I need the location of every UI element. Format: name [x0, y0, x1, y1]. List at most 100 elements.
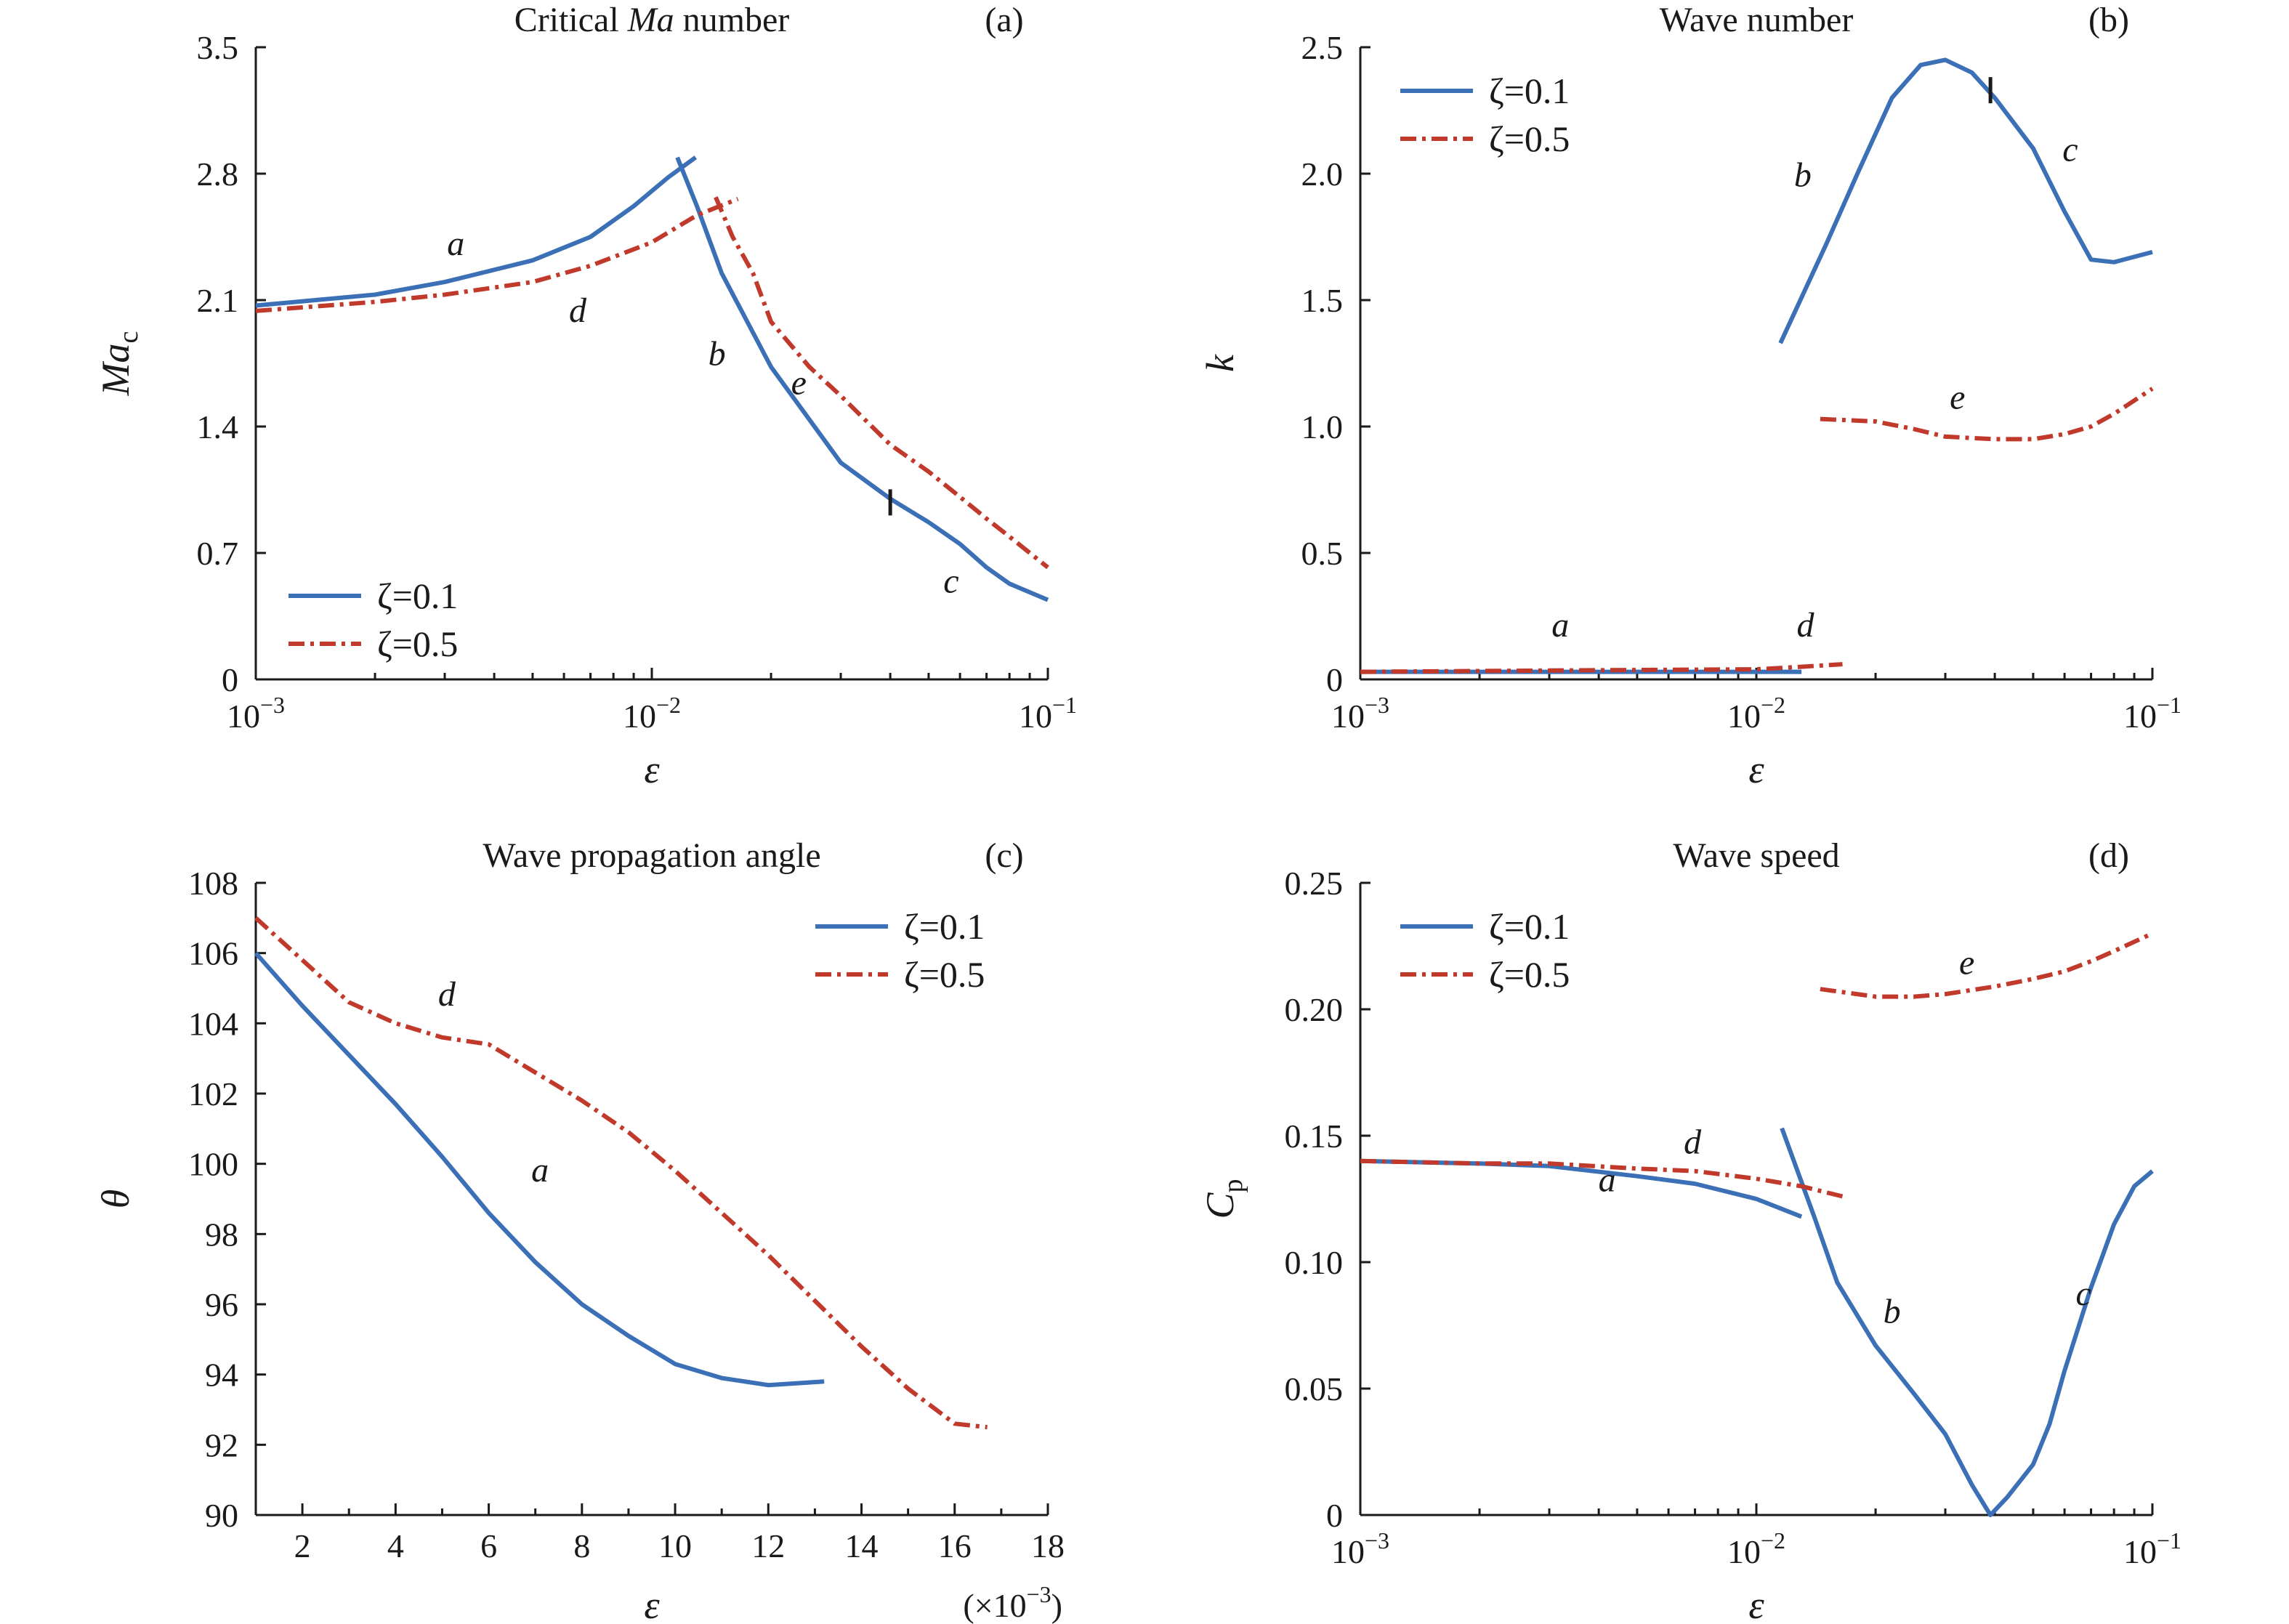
chart-title: Wave speed [1673, 836, 1839, 875]
x-axis-label: ε [644, 748, 660, 791]
y-tick-label: 0.10 [1285, 1244, 1344, 1281]
series-zeta-0-1-line [254, 951, 825, 1388]
x-tick-label: 8 [573, 1527, 590, 1564]
y-axis-label: Mac [94, 331, 144, 397]
legend-label: ζ=0.1 [377, 575, 458, 616]
x-axis-label: ε [1748, 1583, 1764, 1624]
series-zeta-0-1-line [1360, 1158, 1803, 1219]
x-tick-label: 16 [938, 1527, 972, 1564]
legend-label: ζ=0.1 [1489, 70, 1570, 111]
y-tick-label: 0.05 [1285, 1370, 1344, 1407]
x-tick-label: 18 [1031, 1527, 1065, 1564]
curve-label: d [1684, 1123, 1702, 1161]
chart-title: Wave propagation angle [483, 836, 820, 875]
curve-label: a [447, 225, 464, 263]
y-tick-label: 0.20 [1285, 991, 1344, 1028]
legend-label: ζ=0.5 [1489, 954, 1570, 995]
panel-tag: (c) [985, 836, 1023, 875]
y-axis-label: k [1198, 354, 1242, 372]
series-zeta-0-5-line [1820, 931, 2154, 999]
y-axis-label: Cp [1198, 1179, 1248, 1219]
panel-c: 90 92 94 96 98 100 102 104 106 108 2 4 6 8 10 12 14 16 18 (… [94, 836, 1065, 1624]
y-tick-label: 0 [222, 661, 238, 698]
series-zeta-0-5-line [1360, 662, 1843, 674]
y-tick-label: 108 [188, 865, 238, 902]
series-zeta-0-5-line [1820, 387, 2154, 442]
curve-label: c [943, 562, 958, 601]
y-tick-label: 0.25 [1285, 865, 1344, 902]
y-tick-label: 102 [188, 1075, 238, 1112]
x-tick-label: 12 [751, 1527, 785, 1564]
curve-label: e [791, 363, 807, 402]
y-tick-label: 98 [205, 1216, 238, 1253]
y-axis-label: θ [94, 1189, 137, 1209]
y-tick-label: 0 [1326, 1497, 1343, 1534]
y-tick-label: 104 [188, 1005, 238, 1042]
y-tick-label: 1.4 [197, 408, 239, 445]
y-tick-label: 100 [188, 1146, 238, 1183]
panel-b: 0 0.5 1.0 1.5 2.0 2.5 10−3 10−2 10−1 Wave number (… [1198, 1, 2181, 791]
x-tick-label: 10−2 [623, 692, 681, 735]
y-tick-label: 2.5 [1301, 29, 1344, 66]
x-axis-label: ε [1748, 748, 1764, 791]
curve-label: b [708, 334, 726, 373]
y-tick-label: 0.15 [1285, 1118, 1344, 1155]
x-tick-label: 10−1 [1019, 692, 1077, 735]
y-tick-label: 1.0 [1301, 408, 1344, 445]
x-axis-label: ε [644, 1583, 660, 1624]
legend-label: ζ=0.5 [904, 954, 985, 995]
curve-label: d [569, 291, 587, 330]
curve-label: e [1950, 379, 1965, 417]
x-tick-label: 10−3 [1331, 1527, 1389, 1570]
x-tick-label: 10−2 [1727, 692, 1785, 735]
curve-label: b [1884, 1293, 1901, 1331]
x-tick-label: 10−2 [1727, 1527, 1785, 1570]
curve-label: e [1959, 943, 1974, 982]
x-tick-label: 2 [294, 1527, 311, 1564]
series-zeta-0-5-line [714, 196, 1049, 570]
curve-label: a [1551, 606, 1569, 645]
series-zeta-0-1-line [1780, 1127, 2154, 1517]
y-tick-label: 0.5 [1301, 535, 1344, 572]
series-zeta-0-1-line [255, 155, 698, 308]
curve-label: d [1796, 606, 1814, 645]
panel-d: 0 0.05 0.10 0.15 0.20 0.25 10−3 10−2 10−1 Wave sp… [1198, 836, 2181, 1624]
curve-label: c [2062, 131, 2078, 169]
x-tick-label: 10 [658, 1527, 692, 1564]
curve-label: d [438, 975, 456, 1014]
y-tick-label: 94 [205, 1357, 238, 1394]
curve-label: a [531, 1151, 549, 1189]
x-tick-label: 4 [387, 1527, 404, 1564]
y-tick-label: 2.0 [1301, 155, 1344, 193]
y-tick-label: 3.5 [197, 29, 239, 66]
series-zeta-0-1-line [675, 156, 1049, 602]
x-tick-label: 10−3 [1331, 692, 1389, 735]
panel-a: 0 0.7 1.4 2.1 2.8 3.5 10−3 10−2 10−1 Critical Ma … [94, 1, 1077, 791]
series-zeta-0-5-line [255, 197, 739, 313]
legend-label: ζ=0.5 [377, 623, 458, 664]
series-zeta-0-5-line [1360, 1158, 1844, 1199]
series-zeta-0-1-line [1778, 57, 2153, 344]
panel-tag: (a) [985, 1, 1023, 39]
x-tick-label: 10−1 [2123, 692, 2181, 735]
y-tick-label: 1.5 [1301, 282, 1344, 319]
legend-label: ζ=0.1 [1489, 906, 1570, 947]
y-tick-label: 0 [1326, 661, 1343, 698]
legend-label: ζ=0.5 [1489, 118, 1570, 159]
y-tick-label: 0.7 [197, 535, 239, 572]
curve-label: b [1794, 155, 1812, 194]
x-tick-label: 10−3 [227, 692, 285, 735]
panel-tag: (d) [2088, 836, 2129, 875]
curve-label: c [2076, 1274, 2091, 1313]
y-tick-label: 90 [205, 1497, 238, 1534]
x-tick-label: 10−1 [2123, 1527, 2181, 1570]
legend-label: ζ=0.1 [904, 906, 985, 947]
series-zeta-0-5-line [254, 916, 988, 1430]
y-tick-label: 2.8 [197, 155, 239, 193]
y-tick-label: 92 [205, 1426, 238, 1463]
chart-title: Critical Ma number [514, 1, 790, 39]
chart-title: Wave number [1660, 1, 1854, 39]
y-tick-label: 106 [188, 935, 238, 972]
y-tick-label: 96 [205, 1286, 238, 1323]
